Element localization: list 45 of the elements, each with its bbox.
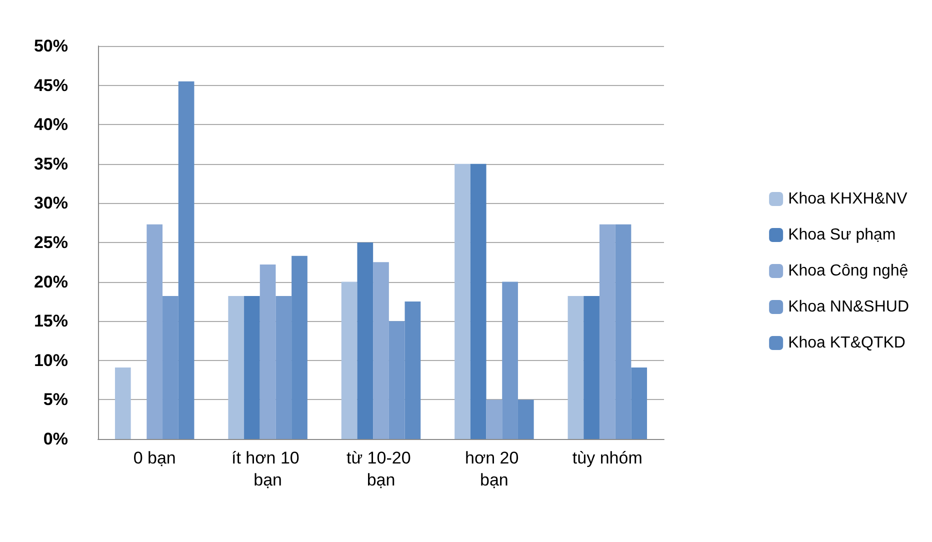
legend-label: Khoa KHXH&NV: [788, 190, 908, 208]
bar: [518, 400, 534, 439]
legend-label: Khoa KT&QTKD: [788, 334, 906, 352]
x-tick-label: từ 10-20 bạn: [346, 448, 416, 490]
bar: [502, 282, 518, 439]
x-tick-label: hơn 20 bạn: [464, 448, 524, 490]
y-tick-label: 30%: [34, 194, 68, 213]
y-tick-label: 40%: [34, 115, 68, 134]
bar: [276, 296, 292, 439]
bar: [260, 264, 276, 439]
bar: [244, 296, 260, 439]
y-tick-label: 5%: [43, 390, 68, 410]
bar: [292, 256, 308, 439]
legend-label: Khoa Công nghệ: [788, 262, 908, 280]
bar: [584, 296, 600, 439]
bar: [568, 296, 584, 439]
y-tick-label: 50%: [34, 36, 68, 56]
y-tick-label: 20%: [34, 272, 68, 292]
y-tick-label: 35%: [34, 154, 68, 174]
y-tick-label: 25%: [34, 233, 68, 252]
legend-label: Khoa NN&SHUD: [788, 298, 910, 316]
y-tick-label: 15%: [34, 312, 68, 331]
bar: [486, 400, 502, 439]
x-tick-label: ít hơn 10 bạn: [232, 448, 304, 490]
bar: [228, 296, 244, 439]
bar: [178, 81, 194, 439]
bar: [404, 301, 421, 439]
bar: [162, 296, 178, 439]
bar: [599, 224, 616, 439]
bar: [114, 367, 131, 439]
bar: [454, 164, 470, 439]
bar: [388, 321, 405, 439]
bar: [146, 224, 163, 439]
y-tick-label: 10%: [34, 350, 68, 370]
y-tick-label: 0%: [43, 430, 68, 448]
bar: [470, 164, 486, 439]
bar: [373, 262, 389, 439]
x-tick-label: 0 bạn: [133, 448, 176, 468]
legend-label: Khoa Sư phạm: [788, 226, 896, 244]
bar: [631, 367, 648, 439]
x-tick-label: tùy nhóm: [572, 448, 642, 468]
y-tick-label: 45%: [34, 76, 68, 95]
bar: [615, 224, 632, 439]
bar: [357, 242, 374, 439]
bar: [341, 282, 358, 439]
